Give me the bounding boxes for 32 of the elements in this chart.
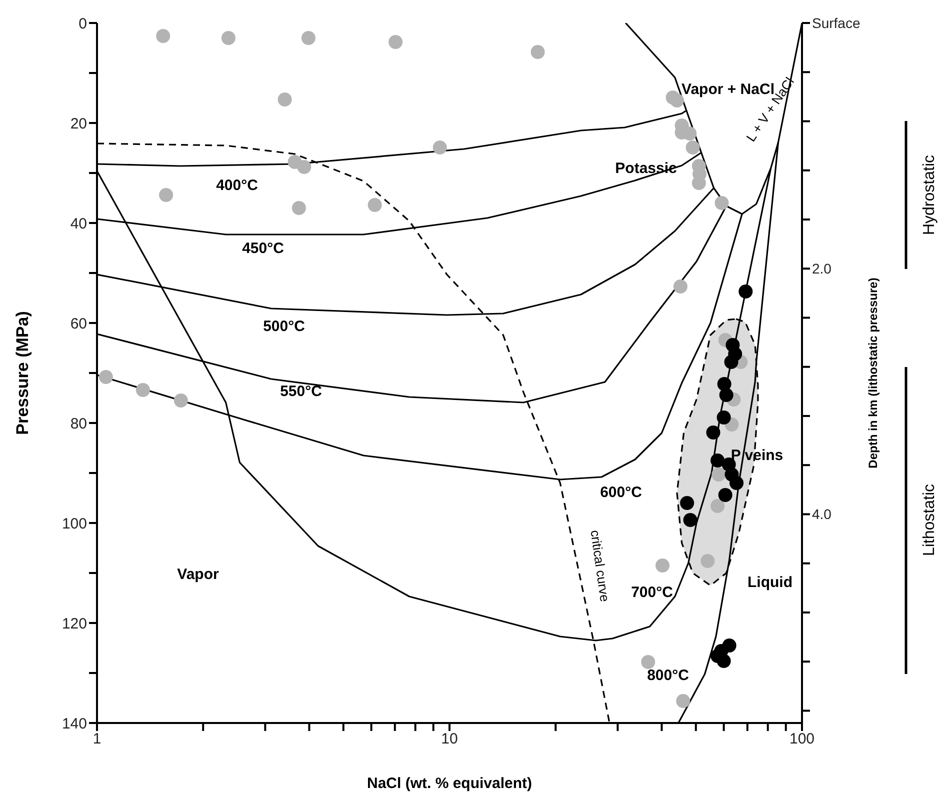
x-axis-title: NaCl (wt. % equivalent) bbox=[366, 775, 532, 792]
annotation: 500°C bbox=[263, 318, 306, 335]
y-tick-label: 140 bbox=[62, 715, 87, 732]
annotation: Liquid bbox=[748, 574, 792, 591]
x-tick-label: 100 bbox=[789, 730, 815, 748]
annotation: 600°C bbox=[600, 484, 642, 501]
annotation: critical curve bbox=[588, 529, 613, 603]
y-tick-label: 80 bbox=[70, 415, 87, 432]
text: Lithostatic bbox=[921, 484, 938, 556]
y-axis-title: Pressure (MPa) bbox=[13, 311, 32, 435]
y-tick-label: 0 bbox=[78, 15, 87, 32]
y2-tick-label: 2.0 bbox=[812, 260, 832, 277]
annotation: 800°C bbox=[647, 666, 690, 684]
y2-tick-label: Surface bbox=[812, 14, 860, 31]
x-tick-label: 1 bbox=[92, 730, 102, 748]
annotation: Vapor bbox=[177, 566, 219, 583]
y-tick-label: 120 bbox=[62, 615, 87, 632]
annotation: Potassic bbox=[615, 160, 677, 177]
annotation: 400°C bbox=[216, 176, 258, 194]
y2-tick-label: 4.0 bbox=[812, 506, 832, 522]
y-tick-label: 60 bbox=[70, 315, 87, 332]
y-tick-label: 20 bbox=[70, 115, 87, 132]
annotation: P veins bbox=[730, 446, 784, 464]
y2-axis-title: Depth in km (lithostatic pressure) bbox=[866, 278, 880, 468]
annotation: 450°C bbox=[242, 240, 284, 257]
x-tick-label: 10 bbox=[441, 730, 458, 748]
annotation: 550°C bbox=[280, 382, 322, 400]
y-tick-label: 40 bbox=[70, 215, 87, 232]
annotation: 700°C bbox=[631, 584, 674, 601]
y-tick-label: 100 bbox=[62, 515, 87, 532]
annotation: Vapor + NaCl bbox=[682, 80, 774, 98]
text: Hydrostatic bbox=[921, 154, 938, 236]
